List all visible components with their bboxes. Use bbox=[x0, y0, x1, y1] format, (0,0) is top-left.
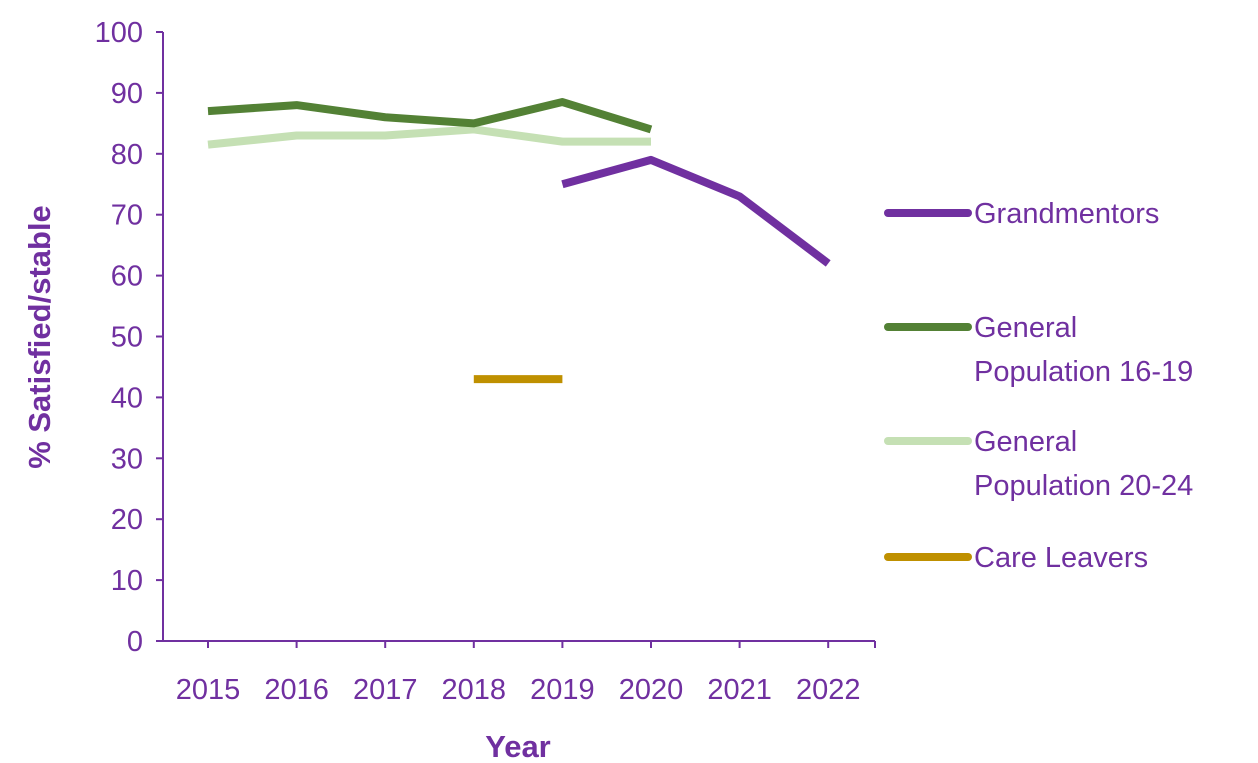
y-tick-label: 100 bbox=[95, 17, 143, 49]
x-tick-label: 2017 bbox=[353, 674, 418, 706]
y-tick-label: 30 bbox=[111, 443, 143, 475]
legend-label: General bbox=[974, 312, 1077, 344]
x-tick-label: 2016 bbox=[264, 674, 329, 706]
legend-label: Population 20-24 bbox=[974, 470, 1193, 502]
x-tick-label: 2015 bbox=[176, 674, 241, 706]
y-tick-label: 10 bbox=[111, 565, 143, 597]
series-line-grandmentors bbox=[561, 155, 831, 267]
y-tick-label: 90 bbox=[111, 78, 143, 110]
y-tick-label: 50 bbox=[111, 322, 143, 354]
legend-label: Population 16-19 bbox=[974, 356, 1193, 388]
y-tick-label: 0 bbox=[127, 626, 143, 658]
legend-label: General bbox=[974, 426, 1077, 458]
y-tick-label: 40 bbox=[111, 382, 143, 414]
x-tick-label: 2020 bbox=[619, 674, 684, 706]
legend-label: Grandmentors bbox=[974, 198, 1159, 230]
y-tick-label: 70 bbox=[111, 200, 143, 232]
x-tick-label: 2019 bbox=[530, 674, 595, 706]
x-axis-title: Year bbox=[485, 729, 551, 763]
legend: Grandmentors General Population 16-19 Gener… bbox=[884, 198, 1193, 574]
y-tick-label: 20 bbox=[111, 504, 143, 536]
x-tick-label: 2021 bbox=[707, 674, 772, 706]
x-ticks: 2015 2016 2017 2018 2019 2020 2021 2022 bbox=[176, 641, 876, 706]
series-line-general-population-20-24 bbox=[207, 125, 651, 149]
y-tick-label: 60 bbox=[111, 261, 143, 293]
y-tick-label: 80 bbox=[111, 139, 143, 171]
y-axis-title: % Satisfied/stable bbox=[22, 205, 57, 469]
series-layer bbox=[207, 98, 831, 384]
x-tick-label: 2022 bbox=[796, 674, 861, 706]
x-tick-label: 2018 bbox=[442, 674, 507, 706]
series-line-general-population-16-19 bbox=[207, 98, 653, 134]
y-ticks: 0 10 20 30 40 50 60 70 80 90 100 bbox=[95, 17, 163, 658]
legend-label: Care Leavers bbox=[974, 542, 1148, 574]
